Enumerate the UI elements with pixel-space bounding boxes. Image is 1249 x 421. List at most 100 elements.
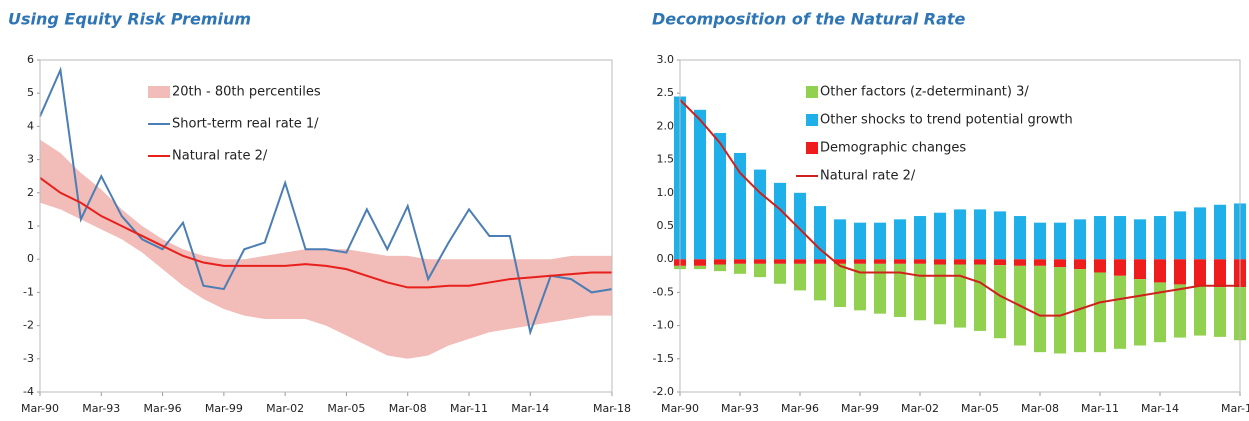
y-tick-label: -2.0 xyxy=(653,385,674,398)
bar xyxy=(874,259,886,264)
bar xyxy=(934,212,946,260)
legend-label: Short-term real rate 1/ xyxy=(172,117,319,132)
bar xyxy=(914,216,926,260)
bar xyxy=(854,259,866,264)
y-tick-label: -3 xyxy=(23,352,34,365)
bar xyxy=(954,209,966,260)
x-tick-label: Mar-93 xyxy=(82,402,120,415)
bar xyxy=(794,192,806,260)
bar xyxy=(1194,285,1206,336)
y-tick-label: 6 xyxy=(27,53,34,66)
bar xyxy=(734,259,746,264)
bar xyxy=(934,264,946,325)
y-tick-label: 4 xyxy=(27,119,34,132)
bar xyxy=(934,259,946,265)
bar xyxy=(1034,222,1046,260)
x-tick-label: Mar-99 xyxy=(205,402,243,415)
bar xyxy=(834,263,846,308)
bar xyxy=(974,264,986,331)
bar xyxy=(994,265,1006,339)
bar xyxy=(994,259,1006,266)
y-tick-label: 0 xyxy=(27,252,34,265)
bar xyxy=(794,259,806,264)
chart-title: Using Equity Risk Premium xyxy=(8,10,251,29)
line xyxy=(679,99,1240,317)
chart-title: Decomposition of the Natural Rate xyxy=(652,10,966,29)
bar xyxy=(794,263,806,291)
bar xyxy=(1074,259,1086,270)
bar xyxy=(834,219,846,260)
x-tick-label: Mar-08 xyxy=(389,402,427,415)
y-tick-label: 2.5 xyxy=(657,86,675,99)
bar xyxy=(1134,219,1146,260)
bar xyxy=(1114,259,1126,276)
y-tick-label: 5 xyxy=(27,86,34,99)
plot-frame xyxy=(39,59,613,393)
bar xyxy=(734,263,746,274)
bar xyxy=(1094,272,1106,353)
bar xyxy=(694,259,706,266)
bar xyxy=(774,182,786,260)
bar xyxy=(834,259,846,264)
bar xyxy=(1174,259,1186,285)
x-tick-label: Mar-11 xyxy=(450,402,488,415)
bar xyxy=(1174,284,1186,338)
bar xyxy=(754,169,766,260)
bar xyxy=(774,263,786,284)
x-tick-label: Mar-02 xyxy=(901,402,939,415)
legend-label: 20th - 80th percentiles xyxy=(172,85,321,100)
bar xyxy=(874,263,886,314)
x-tick-label: Mar-14 xyxy=(1141,402,1179,415)
y-tick-label: 0.0 xyxy=(657,252,675,265)
y-tick-label: 1.5 xyxy=(657,153,675,166)
bar xyxy=(854,222,866,260)
bar xyxy=(814,263,826,301)
bar xyxy=(734,152,746,260)
y-tick-label: -1.5 xyxy=(653,352,674,365)
line xyxy=(39,177,612,289)
x-tick-label: Mar-96 xyxy=(144,402,182,415)
bar xyxy=(814,206,826,260)
bar xyxy=(1074,269,1086,353)
bar xyxy=(894,263,906,317)
bar xyxy=(1154,282,1166,343)
bar xyxy=(754,259,766,264)
bar xyxy=(1014,216,1026,260)
bar xyxy=(1094,259,1106,273)
bar xyxy=(894,259,906,264)
bar xyxy=(814,259,826,264)
x-tick-label: Mar-11 xyxy=(1081,402,1119,415)
x-tick-label: Mar-18 xyxy=(593,402,631,415)
bar xyxy=(694,109,706,260)
bar xyxy=(1054,259,1066,268)
legend-swatch xyxy=(148,86,170,98)
bar xyxy=(714,259,726,265)
bar xyxy=(1134,259,1146,280)
y-tick-label: 1 xyxy=(27,219,34,232)
bar xyxy=(874,222,886,260)
legend-label: Other factors (z-determinant) 3/ xyxy=(820,85,1029,100)
bar xyxy=(1014,259,1026,266)
y-tick-label: 2 xyxy=(27,186,34,199)
legend-label: Demographic changes xyxy=(820,141,966,156)
y-tick-label: -0.5 xyxy=(653,285,674,298)
bar xyxy=(714,264,726,272)
y-tick-label: -4 xyxy=(23,385,34,398)
band xyxy=(40,139,612,359)
bar xyxy=(994,211,1006,260)
bar xyxy=(1154,216,1166,260)
x-tick-label: Mar-18 xyxy=(1221,402,1249,415)
x-tick-label: Mar-90 xyxy=(21,402,59,415)
bar xyxy=(1114,216,1126,260)
legend-swatch xyxy=(806,114,818,126)
bar xyxy=(914,263,926,321)
bar xyxy=(1194,259,1206,286)
legend-label: Other shocks to trend potential growth xyxy=(820,113,1073,128)
bar xyxy=(1034,265,1046,353)
bar xyxy=(1154,259,1166,283)
bar xyxy=(754,263,766,278)
bar xyxy=(1094,216,1106,260)
bar xyxy=(974,209,986,260)
bar xyxy=(1054,267,1066,354)
